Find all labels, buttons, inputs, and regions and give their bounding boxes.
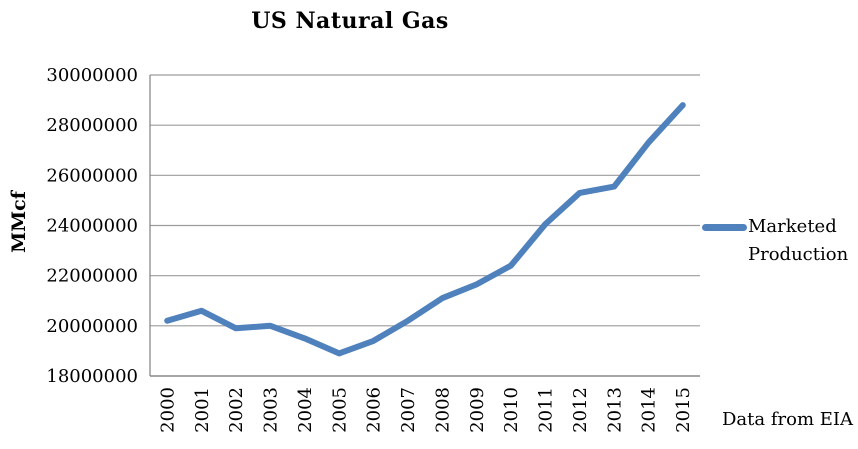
x-tick-label: 2011: [536, 387, 557, 433]
legend-series-label: Marketed Production: [748, 216, 849, 265]
legend-line-swatch: [702, 224, 747, 231]
x-tick-label: 2006: [364, 387, 385, 433]
chart-title: US Natural Gas: [251, 8, 449, 34]
y-tick-label: 18000000: [46, 366, 138, 387]
x-tick-label: 2003: [261, 387, 282, 433]
y-tick-label: 28000000: [46, 115, 138, 136]
x-tick-label: 2009: [467, 387, 488, 433]
x-tick-label: 2002: [226, 387, 247, 433]
y-tick-label: 22000000: [46, 266, 138, 287]
x-tick-label: 2015: [673, 387, 694, 433]
y-tick-label: 20000000: [46, 316, 138, 337]
x-tick-label: 2010: [501, 387, 522, 433]
x-tick-label: 2008: [433, 387, 454, 433]
x-tick-label: 2014: [639, 387, 660, 433]
y-tick-label: 24000000: [46, 216, 138, 237]
series-line: [164, 102, 686, 357]
y-tick-label: 26000000: [46, 165, 138, 186]
legend: Marketed Production: [702, 213, 858, 269]
x-tick-label: 2013: [604, 387, 625, 433]
data-source-note: Data from EIA: [722, 409, 853, 430]
x-tick-label: 2007: [398, 387, 419, 433]
x-tick-label: 2004: [295, 387, 316, 433]
y-tick-label: 30000000: [46, 65, 138, 86]
x-tick-label: 2001: [192, 387, 213, 433]
x-tick-label: 2000: [157, 387, 178, 433]
x-tick-label: 2012: [570, 387, 591, 433]
x-tick-label: 2005: [329, 387, 350, 433]
